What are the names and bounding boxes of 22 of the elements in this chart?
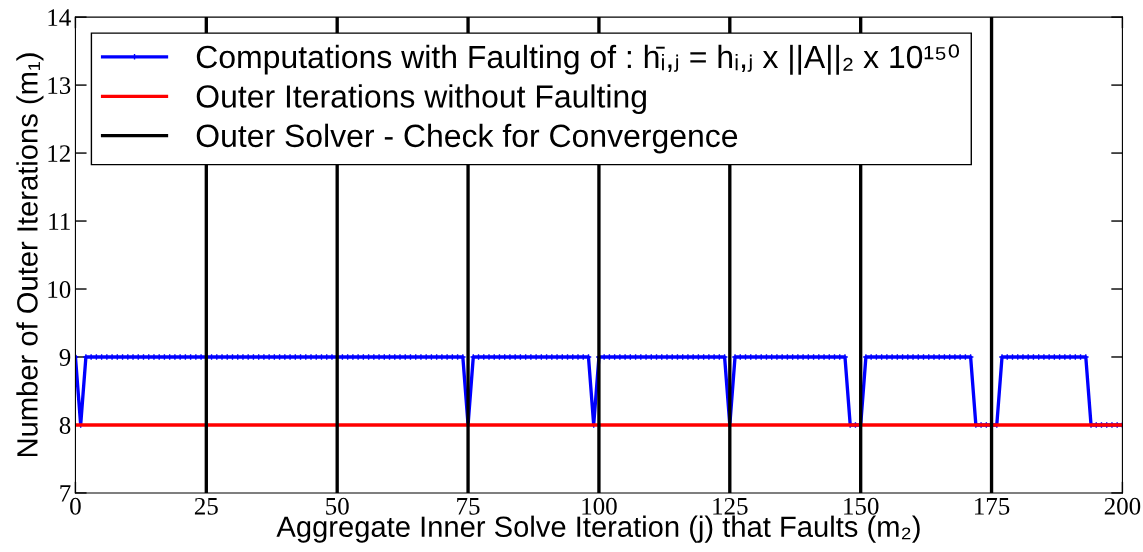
x-tick-label: 75: [457, 498, 480, 515]
legend-label: Outer Iterations without Faulting: [196, 84, 646, 115]
x-axis-title: Aggregate Inner Solve Iteration (j) that Faults (m₂): [276, 515, 920, 543]
y-tick-label: 9: [59, 349, 71, 366]
y-tick-label: 8: [59, 417, 71, 434]
y-tick-label: 14: [48, 9, 71, 26]
legend-label: Computations with Faulting of : h̄ᵢ,ⱼ = hᵢ,ⱼ x ||A||₂ x 10¹⁵⁰: [196, 44, 960, 75]
ref-line-label: Outer Solver - Check for Convergence: [196, 123, 738, 154]
x-tick-label: 125: [713, 497, 748, 515]
y-tick-label: 12: [48, 145, 70, 162]
x-tick-label: 175: [975, 497, 1010, 515]
x-tick-label: 200: [1104, 497, 1141, 515]
y-tick-label: 11: [49, 213, 70, 230]
y-tick-label: 7: [60, 485, 71, 502]
x-tick-label: 150: [844, 497, 879, 515]
y-tick-label: 13: [48, 77, 71, 95]
x-tick-label: 100: [582, 497, 617, 515]
y-axis-title: Number of Outer Iterations (m₁): [16, 53, 44, 457]
y-tick-label: 10: [48, 281, 71, 298]
x-tick-label: 25: [194, 497, 218, 515]
x-tick-label: 0: [70, 497, 81, 515]
x-tick-label: 50: [326, 497, 349, 515]
